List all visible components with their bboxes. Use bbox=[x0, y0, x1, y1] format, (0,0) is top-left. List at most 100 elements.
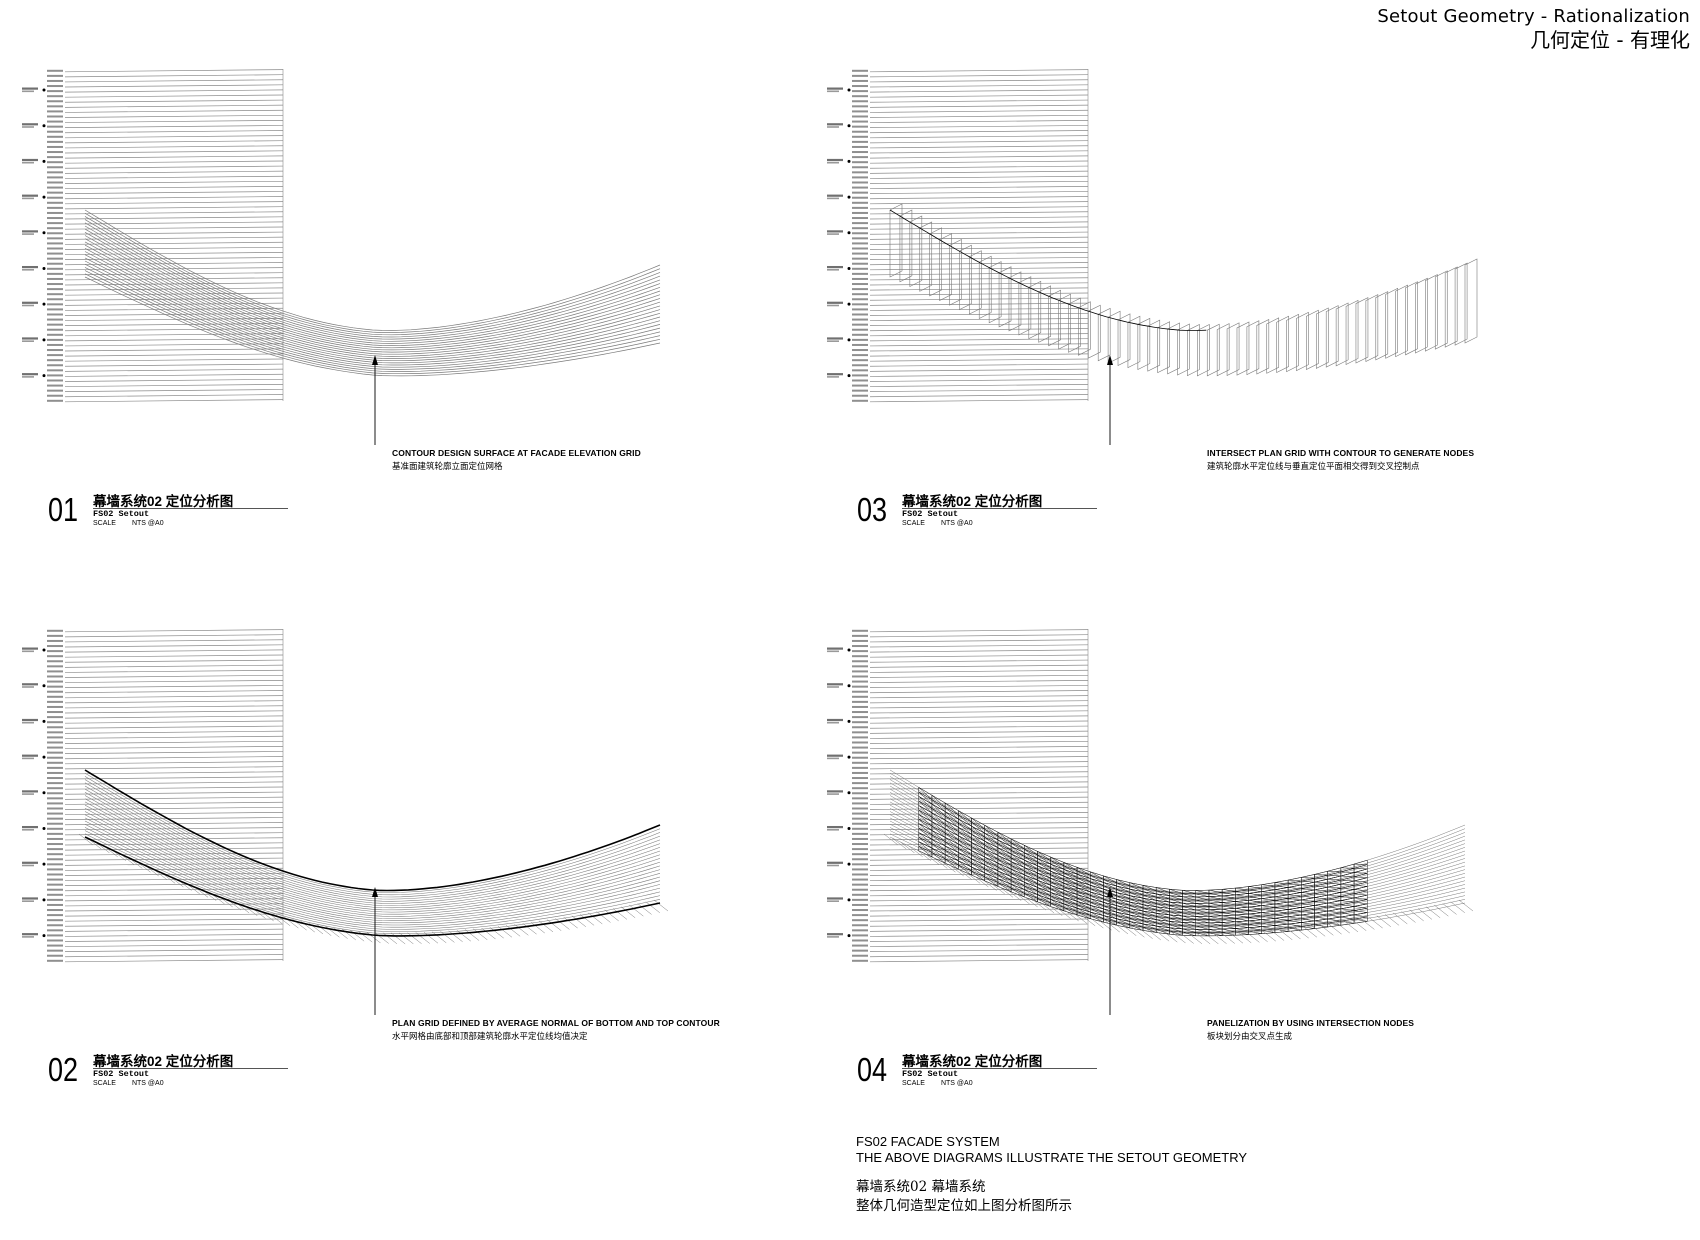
elevation-grid-line bbox=[64, 903, 284, 907]
plan-grid-tick bbox=[588, 912, 603, 925]
level-code-label bbox=[47, 328, 63, 331]
level-code-label bbox=[47, 384, 63, 387]
level-code-label bbox=[47, 161, 63, 164]
mesh-panel bbox=[1182, 909, 1196, 914]
level-marker-dot bbox=[42, 195, 46, 199]
level-marker-label bbox=[22, 718, 38, 722]
level-code-label bbox=[47, 318, 63, 321]
level-code-label bbox=[47, 196, 63, 199]
diagram-number-01: 01 bbox=[48, 491, 79, 528]
level-code-label bbox=[852, 888, 868, 891]
elevation-grid-line bbox=[869, 180, 1089, 184]
level-code-label bbox=[852, 369, 868, 372]
level-code-label bbox=[47, 817, 63, 820]
elevation-grid-line bbox=[869, 817, 1089, 820]
top-contour-line bbox=[889, 209, 1207, 331]
contour-line bbox=[84, 212, 661, 333]
contour-line bbox=[84, 263, 661, 368]
mesh-panel bbox=[1116, 918, 1131, 926]
level-code-label bbox=[852, 695, 868, 698]
level-code-label bbox=[47, 338, 63, 341]
vertical-plane bbox=[1137, 317, 1151, 370]
level-code-label bbox=[47, 389, 63, 392]
vertical-plane bbox=[1127, 315, 1141, 369]
level-code-label bbox=[852, 650, 868, 653]
diagram-code-01: FS02 Setout bbox=[93, 509, 150, 519]
contour-line bbox=[84, 782, 661, 900]
elevation-grid bbox=[22, 69, 284, 403]
elevation-grid-line bbox=[64, 725, 284, 729]
level-code-label bbox=[852, 354, 868, 357]
level-code-label bbox=[47, 262, 63, 265]
plan-grid-tick bbox=[1269, 929, 1285, 941]
elevation-grid-line bbox=[869, 363, 1089, 367]
elevation-grid-line bbox=[869, 949, 1089, 952]
elevation-grid-line bbox=[64, 629, 284, 633]
level-code-label bbox=[47, 680, 63, 683]
elevation-grid-line bbox=[869, 664, 1089, 668]
vertical-plane bbox=[1395, 284, 1408, 358]
level-code-label bbox=[852, 364, 868, 367]
elevation-grid-line bbox=[64, 720, 284, 724]
level-code-label bbox=[47, 247, 63, 250]
callout-02-cn: 水平网格由底部和顶部建筑轮廓水平定位线均值决定 bbox=[392, 1031, 588, 1042]
plan-grid-tick bbox=[596, 911, 611, 923]
level-code-label bbox=[47, 848, 63, 851]
plan-grid-tick bbox=[1204, 932, 1219, 945]
elevation-grid-line bbox=[869, 231, 1089, 235]
mesh-panel bbox=[1116, 879, 1131, 887]
title-rule bbox=[93, 508, 288, 509]
mesh-panel bbox=[1340, 872, 1355, 881]
contour-line bbox=[84, 833, 661, 934]
elevation-grid-line bbox=[869, 155, 1089, 159]
level-code-label bbox=[852, 338, 868, 341]
level-code-label bbox=[852, 217, 868, 220]
plan-grid-tick bbox=[481, 927, 496, 940]
contour-line bbox=[84, 814, 661, 921]
plan-grid-tick bbox=[1352, 919, 1367, 931]
level-marker-dot bbox=[847, 124, 851, 128]
level-marker-label bbox=[827, 721, 839, 724]
elevation-grid-line bbox=[869, 898, 1089, 902]
mesh-panel bbox=[1129, 888, 1144, 896]
notes-line-1: FS02 FACADE SYSTEM bbox=[856, 1134, 1000, 1149]
elevation-grid-line bbox=[64, 160, 284, 164]
level-code-label bbox=[852, 130, 868, 133]
level-code-label bbox=[47, 232, 63, 235]
plan-grid-tick bbox=[1442, 903, 1457, 915]
level-code-label bbox=[47, 939, 63, 942]
vertical-plane bbox=[949, 239, 962, 306]
contour-surface-drawing bbox=[22, 69, 661, 445]
level-code-label bbox=[47, 257, 63, 260]
elevation-grid-line bbox=[869, 196, 1089, 200]
contour-line bbox=[889, 804, 1466, 915]
elevation-grid-line bbox=[64, 938, 284, 942]
level-code-label bbox=[47, 120, 63, 123]
level-code-label bbox=[852, 237, 868, 240]
scale-label: SCALE bbox=[93, 1080, 116, 1087]
elevation-grid bbox=[827, 69, 1089, 403]
level-marker-dot bbox=[42, 88, 46, 92]
mesh-panel bbox=[1195, 909, 1210, 914]
elevation-grid-line bbox=[869, 857, 1089, 861]
mesh-panel bbox=[1340, 863, 1355, 873]
elevation-grid-line bbox=[869, 766, 1089, 770]
level-code-label bbox=[47, 761, 63, 764]
level-marker-label bbox=[827, 828, 839, 831]
level-code-label bbox=[852, 954, 868, 957]
elevation-grid-line bbox=[869, 837, 1089, 841]
elevation-grid-line bbox=[869, 99, 1089, 103]
plan-grid-tick bbox=[1105, 920, 1120, 933]
level-code-label bbox=[47, 777, 63, 780]
level-code-label bbox=[852, 69, 868, 72]
vertical-plane bbox=[1276, 315, 1289, 373]
elevation-grid-line bbox=[64, 196, 284, 200]
level-code-label bbox=[47, 705, 63, 708]
elevation-grid-line bbox=[64, 79, 284, 83]
elevation-grid-line bbox=[869, 680, 1089, 683]
elevation-grid-line bbox=[869, 328, 1089, 332]
level-marker-dot bbox=[42, 755, 46, 759]
callout-03-cn: 建筑轮廓水平定位线与垂直定位平面相交得到交叉控制点 bbox=[1207, 461, 1420, 472]
elevation-grid-line bbox=[64, 812, 284, 815]
level-code-label bbox=[852, 206, 868, 209]
